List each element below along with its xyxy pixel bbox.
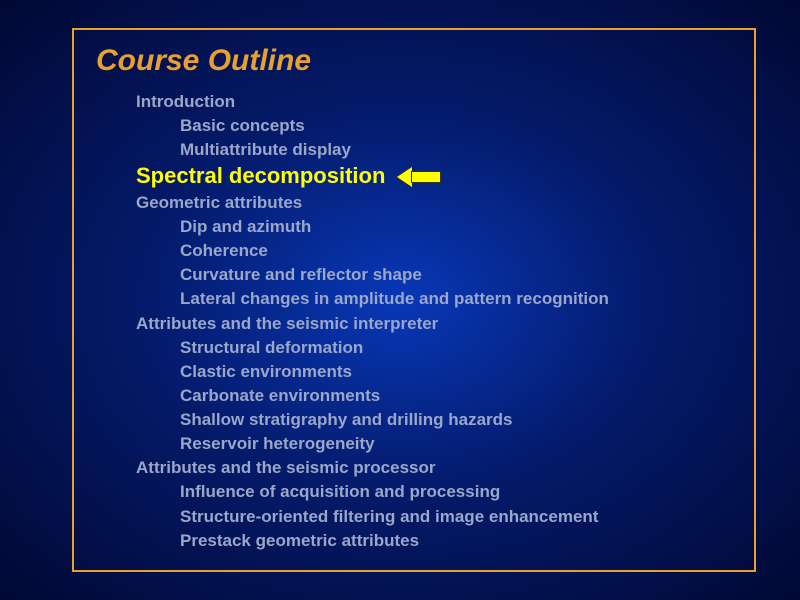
outline-item-level1: Geometric attributes (136, 191, 732, 215)
outline-item-level2: Curvature and reflector shape (136, 263, 732, 287)
course-outline: IntroductionBasic conceptsMultiattribute… (96, 90, 732, 553)
outline-item-level1: Attributes and the seismic processor (136, 456, 732, 480)
outline-item-level2: Basic concepts (136, 114, 732, 138)
outline-item-level2: Lateral changes in amplitude and pattern… (136, 287, 732, 311)
outline-item-level2: Clastic environments (136, 360, 732, 384)
outline-item-level2: Carbonate environments (136, 384, 732, 408)
outline-item-level2: Structure-oriented filtering and image e… (136, 505, 732, 529)
outline-item-level1: Introduction (136, 90, 732, 114)
outline-item-level2: Multiattribute display (136, 138, 732, 162)
outline-item-level2: Structural deformation (136, 336, 732, 360)
outline-item-level2: Reservoir heterogeneity (136, 432, 732, 456)
slide-title: Course Outline (96, 44, 732, 78)
outline-item-level1: Attributes and the seismic interpreter (136, 312, 732, 336)
outline-item-level2: Dip and azimuth (136, 215, 732, 239)
outline-item-label: Spectral decomposition (136, 162, 385, 191)
slide-frame: Course Outline IntroductionBasic concept… (72, 28, 756, 572)
outline-item-level2: Prestack geometric attributes (136, 529, 732, 553)
outline-item-highlighted: Spectral decomposition (136, 162, 732, 191)
outline-item-level2: Coherence (136, 239, 732, 263)
outline-item-level2: Shallow stratigraphy and drilling hazard… (136, 408, 732, 432)
outline-item-level2: Influence of acquisition and processing (136, 480, 732, 504)
left-arrow-icon (397, 167, 441, 187)
